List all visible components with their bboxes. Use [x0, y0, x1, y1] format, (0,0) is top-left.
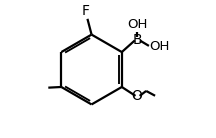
- Text: OH: OH: [150, 40, 170, 53]
- Text: F: F: [82, 4, 90, 18]
- Text: O: O: [131, 89, 142, 103]
- Text: OH: OH: [127, 18, 148, 31]
- Text: B: B: [132, 33, 142, 47]
